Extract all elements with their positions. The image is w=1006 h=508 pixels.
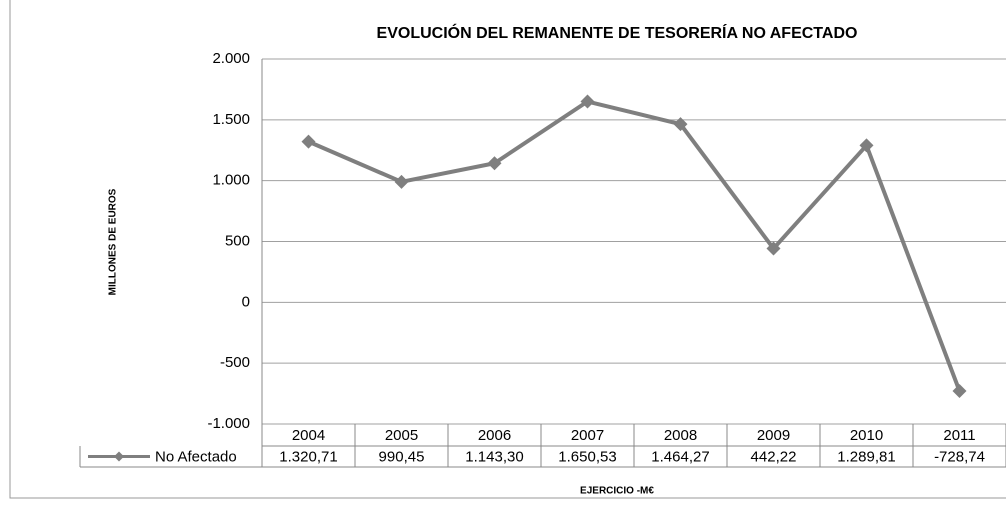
y-tick-label: 1.000 bbox=[212, 172, 250, 189]
x-tick-label: 2008 bbox=[664, 427, 697, 444]
x-tick-label: 2010 bbox=[850, 427, 883, 444]
y-tick-label: -1.000 bbox=[207, 415, 250, 432]
x-tick-label: 2005 bbox=[385, 427, 418, 444]
x-tick-label: 2004 bbox=[292, 427, 325, 444]
x-axis-label: EJERCICIO -M€ bbox=[580, 486, 654, 497]
y-tick-label: 2.000 bbox=[212, 50, 250, 67]
chart-title: EVOLUCIÓN DEL REMANENTE DE TESORERÍA NO … bbox=[377, 23, 858, 42]
data-marker bbox=[952, 383, 967, 398]
data-marker bbox=[394, 174, 409, 189]
x-tick-label: 2011 bbox=[943, 427, 975, 444]
y-tick-label: 500 bbox=[225, 232, 250, 249]
data-table-value: 1.464,27 bbox=[651, 448, 709, 465]
data-table-value: 442,22 bbox=[751, 448, 797, 465]
data-table-value: 1.320,71 bbox=[279, 448, 337, 465]
data-marker bbox=[580, 94, 595, 109]
y-axis-label: MILLONES DE EUROS bbox=[108, 188, 119, 295]
x-tick-label: 2007 bbox=[571, 427, 604, 444]
data-table-value: 990,45 bbox=[379, 448, 425, 465]
data-table-value: 1.143,30 bbox=[465, 448, 523, 465]
chart-frame bbox=[9, 0, 1006, 499]
data-line bbox=[307, 99, 962, 392]
legend-label: No Afectado bbox=[155, 448, 237, 465]
data-table-value: -728,74 bbox=[934, 448, 985, 465]
data-marker bbox=[673, 117, 688, 132]
data-table-value: 1.650,53 bbox=[558, 448, 616, 465]
data-table-value: 1.289,81 bbox=[837, 448, 895, 465]
data-marker bbox=[487, 156, 502, 171]
x-tick-label: 2006 bbox=[478, 427, 511, 444]
y-tick-label: 1.500 bbox=[212, 111, 250, 128]
x-tick-label: 2009 bbox=[757, 427, 790, 444]
data-marker bbox=[301, 134, 316, 149]
data-marker bbox=[766, 241, 781, 256]
y-tick-label: -500 bbox=[220, 354, 250, 371]
data-marker bbox=[859, 138, 874, 153]
y-tick-label: 0 bbox=[242, 293, 250, 310]
legend-marker bbox=[114, 451, 124, 462]
